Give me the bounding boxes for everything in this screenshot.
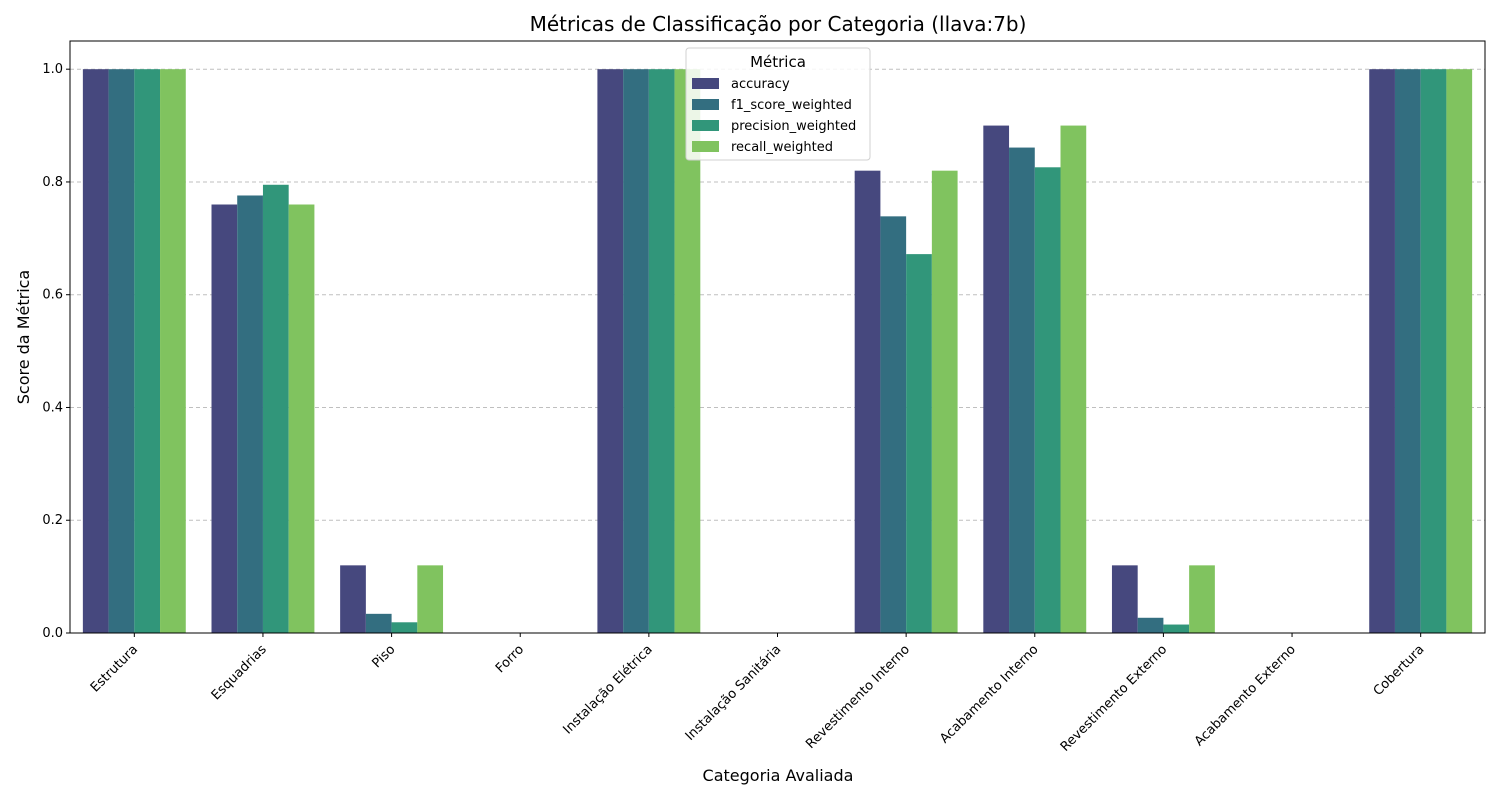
- x-tick-label: Acabamento Interno: [937, 642, 1041, 746]
- bar-recall_weighted: [1446, 69, 1473, 633]
- x-tick-label: Piso: [369, 642, 398, 671]
- bar-recall_weighted: [1060, 125, 1087, 634]
- y-axis-label: Score da Métrica: [14, 270, 33, 405]
- bar-precision_weighted: [262, 184, 289, 633]
- bar-precision_weighted: [906, 254, 932, 633]
- bar-accuracy: [211, 204, 238, 633]
- bar-recall_weighted: [931, 170, 958, 633]
- legend-entry-accuracy: accuracy: [731, 77, 790, 92]
- x-tick-label: Revestimento Externo: [1058, 642, 1170, 754]
- y-axis: 0.0 0.2 0.4 0.6 0.8 1.0: [42, 62, 70, 641]
- bar-recall_weighted: [288, 204, 315, 633]
- bar-precision_weighted: [391, 622, 418, 633]
- bar-precision_weighted: [1034, 167, 1061, 633]
- x-tick-label: Esquadrias: [209, 642, 270, 703]
- bar-accuracy: [340, 565, 366, 633]
- legend-swatch-recall_weighted: [692, 141, 719, 152]
- bar-f1_score_weighted: [880, 216, 907, 633]
- bar-accuracy: [597, 69, 624, 633]
- x-axis-label: Categoria Avaliada: [703, 766, 854, 785]
- bar-accuracy: [1111, 565, 1138, 633]
- x-tick-label: Acabamento Externo: [1192, 642, 1299, 749]
- legend-entry-precision_weighted: precision_weighted: [731, 119, 856, 134]
- bar-precision_weighted: [1163, 624, 1190, 633]
- y-tick-label: 0.4: [42, 400, 63, 415]
- x-tick-label: Revestimento Interno: [803, 642, 913, 752]
- bar-precision_weighted: [648, 69, 675, 633]
- bar-f1_score_weighted: [108, 69, 135, 633]
- legend-box: [685, 47, 871, 161]
- legend-swatch-precision_weighted: [692, 120, 719, 131]
- bar-accuracy: [854, 170, 881, 633]
- legend-swatch-f1_score_weighted: [692, 99, 719, 110]
- bar-recall_weighted: [1189, 565, 1215, 633]
- plot-frame: [69, 40, 1486, 634]
- legend-entry-f1_score_weighted: f1_score_weighted: [731, 98, 852, 113]
- legend: Métrica accuracy f1_score_weighted precisio…: [685, 47, 871, 161]
- bar-precision_weighted: [134, 69, 161, 633]
- bar-accuracy: [1369, 69, 1395, 633]
- bar-f1_score_weighted: [365, 613, 392, 633]
- x-tick-label: Estrutura: [88, 642, 141, 695]
- chart-title: Métricas de Classificação por Categoria …: [530, 12, 1027, 36]
- x-tick-label: Instalação Elétrica: [560, 642, 655, 737]
- bar-recall_weighted: [674, 69, 701, 633]
- bar-recall_weighted: [417, 565, 444, 633]
- bar-recall_weighted: [160, 69, 186, 633]
- bar-f1_score_weighted: [623, 69, 649, 633]
- legend-swatch-accuracy: [692, 78, 719, 89]
- legend-entry-recall_weighted: recall_weighted: [731, 140, 833, 155]
- x-tick-label: Forro: [493, 642, 527, 676]
- bar-f1_score_weighted: [1009, 147, 1035, 633]
- bar-f1_score_weighted: [237, 195, 263, 633]
- x-axis: Estrutura Esquadrias Piso Forro Instalação E…: [88, 633, 1428, 755]
- y-tick-label: 1.0: [42, 62, 63, 77]
- bar-accuracy: [983, 125, 1010, 634]
- y-tick-label: 0.8: [42, 175, 63, 190]
- x-tick-label: Instalação Sanitária: [683, 642, 785, 744]
- bar-accuracy: [82, 69, 109, 633]
- bar-precision_weighted: [1420, 69, 1447, 633]
- y-tick-label: 0.6: [42, 288, 63, 303]
- bars: [82, 69, 1473, 634]
- y-tick-label: 0.2: [42, 513, 63, 528]
- y-tick-label: 0.0: [42, 626, 63, 641]
- bar-f1_score_weighted: [1394, 69, 1421, 633]
- bar-f1_score_weighted: [1137, 617, 1164, 633]
- legend-title: Métrica: [750, 53, 806, 71]
- x-tick-label: Cobertura: [1371, 642, 1428, 699]
